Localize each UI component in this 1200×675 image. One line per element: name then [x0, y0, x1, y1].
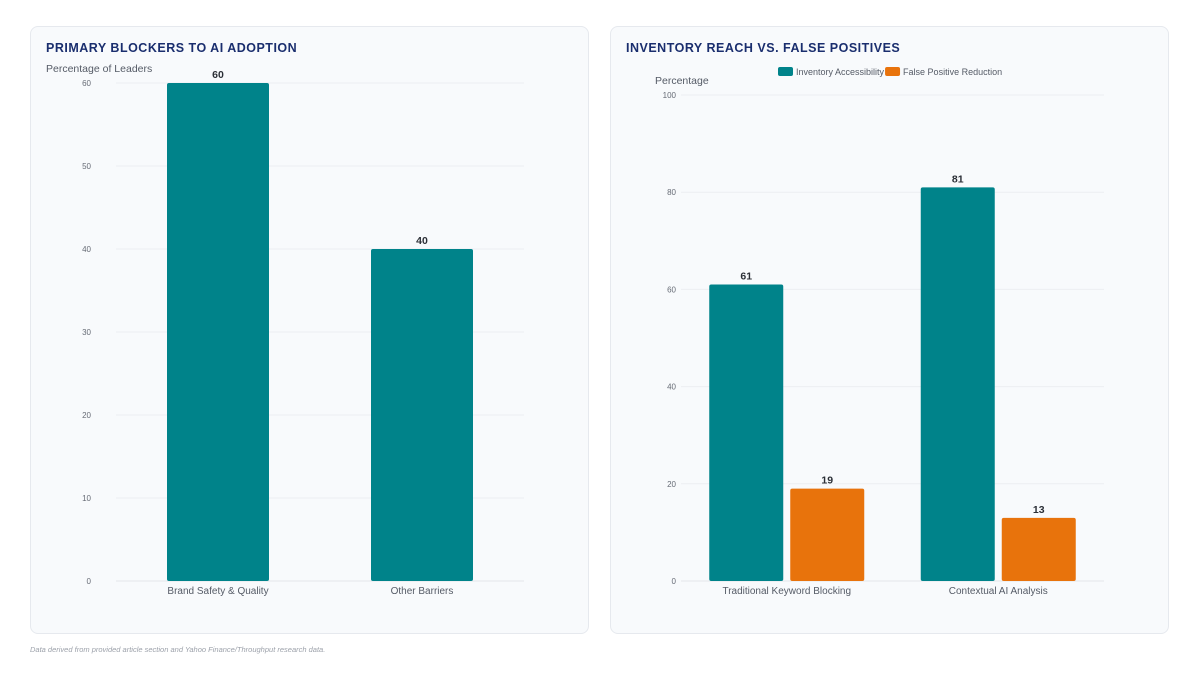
legend-label: Inventory Accessibility: [796, 67, 885, 77]
y-tick-label: 60: [82, 79, 91, 88]
bar: [790, 488, 865, 581]
legend-swatch: [885, 67, 901, 76]
y-tick-label: 100: [663, 91, 677, 100]
y-tick-label: 40: [667, 383, 676, 392]
y-tick-label: 20: [82, 411, 91, 420]
x-tick-label: Traditional Keyword Blocking: [722, 586, 851, 597]
x-tick-label: Brand Safety & Quality: [167, 586, 268, 597]
chart-title: PRIMARY BLOCKERS TO AI ADOPTION: [46, 41, 298, 55]
y-axis-label: Percentage: [655, 75, 709, 87]
data-label: 81: [952, 173, 964, 185]
source-footnote: Data derived from provided article secti…: [30, 645, 326, 654]
y-axis-label: Percentage of Leaders: [46, 63, 152, 75]
blockers-chart-svg: Percentage of Leaders 0 10 20 30 40 50 60 60 Bran…: [46, 63, 524, 597]
bar: [920, 187, 995, 581]
y-tick-label: 0: [87, 577, 92, 586]
data-label: 19: [821, 475, 833, 487]
x-tick-label: Other Barriers: [391, 586, 454, 597]
legend-label: False Positive Reduction: [903, 67, 1002, 77]
chart-panel-inventory: INVENTORY REACH VS. FALSE POSITIVES Perc…: [610, 26, 1169, 634]
bar: [371, 249, 473, 581]
y-tick-label: 10: [82, 494, 91, 503]
bar: [709, 284, 784, 581]
bar: [167, 83, 269, 581]
chart-panel-blockers: PRIMARY BLOCKERS TO AI ADOPTION Percenta…: [30, 26, 589, 634]
y-tick-label: 60: [667, 285, 676, 294]
y-tick-label: 20: [667, 480, 676, 489]
data-label: 13: [1033, 504, 1045, 516]
data-label: 60: [212, 69, 224, 81]
y-tick-label: 50: [82, 162, 91, 171]
bar: [1001, 517, 1076, 581]
y-tick-label: 0: [672, 577, 677, 586]
y-tick-label: 40: [82, 245, 91, 254]
data-label: 40: [416, 235, 428, 247]
y-tick-label: 30: [82, 328, 91, 337]
inventory-chart-svg: Percentage 0 20 40 60 80 100 Inventory Accessib…: [655, 67, 1104, 597]
data-label: 61: [740, 271, 752, 283]
y-tick-label: 80: [667, 188, 676, 197]
x-tick-label: Contextual AI Analysis: [949, 586, 1048, 597]
legend-swatch: [778, 67, 793, 76]
chart-title: INVENTORY REACH VS. FALSE POSITIVES: [626, 41, 901, 55]
